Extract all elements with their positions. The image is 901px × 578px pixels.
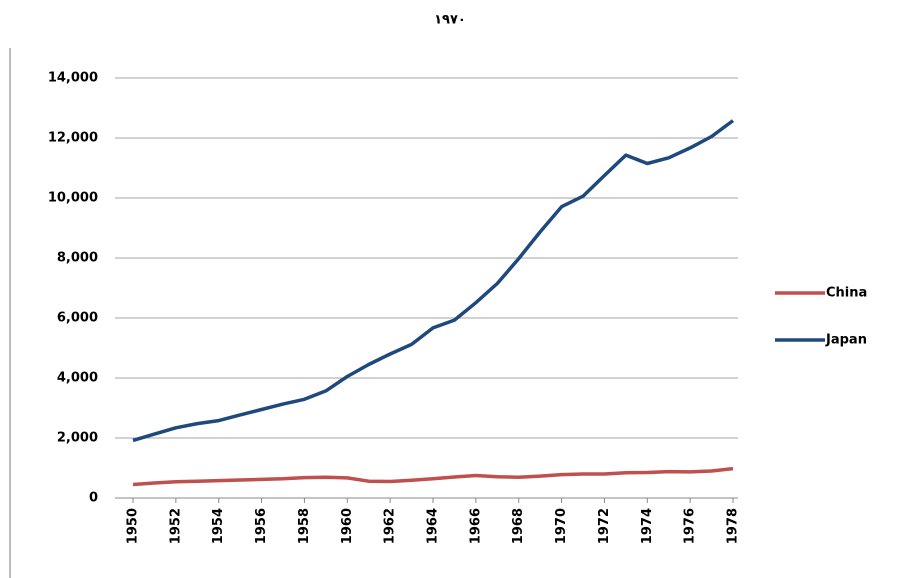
chart-title: ۱۹۷۰ bbox=[434, 13, 466, 28]
x-tick-label: 1974 bbox=[640, 508, 655, 544]
x-tick-label: 1950 bbox=[126, 508, 141, 544]
y-tick-label: 6,000 bbox=[57, 311, 98, 326]
y-tick-label: 14,000 bbox=[48, 71, 98, 86]
x-tick-label: 1970 bbox=[554, 508, 569, 544]
x-tick-label: 1978 bbox=[726, 508, 741, 544]
data-line bbox=[133, 121, 733, 441]
x-tick-label: 1958 bbox=[297, 508, 312, 544]
x-tick-label: 1960 bbox=[340, 508, 355, 544]
x-tick-label: 1954 bbox=[211, 508, 226, 544]
x-tick-label: 1952 bbox=[168, 508, 183, 544]
y-tick-label: 8,000 bbox=[57, 251, 98, 266]
data-line bbox=[133, 469, 733, 485]
chart: ۱۹۷۰ 0 2,000 4,000 6,000 8,000 10,000 12,000 14… bbox=[0, 0, 901, 578]
y-tick-label: 2,000 bbox=[57, 431, 98, 446]
y-tick-label: 0 bbox=[89, 491, 98, 506]
x-tick-label: 1968 bbox=[511, 508, 526, 544]
y-tick-label: 4,000 bbox=[57, 371, 98, 386]
x-tick-label: 1972 bbox=[597, 508, 612, 544]
y-tick-label: 10,000 bbox=[48, 191, 98, 206]
x-tick-label: 1976 bbox=[683, 508, 698, 544]
x-tick-label: 1962 bbox=[383, 508, 398, 544]
legend-label: Japan bbox=[825, 333, 867, 348]
y-tick-label: 12,000 bbox=[48, 131, 98, 146]
x-tick-label: 1956 bbox=[254, 508, 269, 544]
legend-label: China bbox=[826, 286, 867, 301]
x-tick-label: 1966 bbox=[468, 508, 483, 544]
x-tick-label: 1964 bbox=[426, 508, 441, 544]
